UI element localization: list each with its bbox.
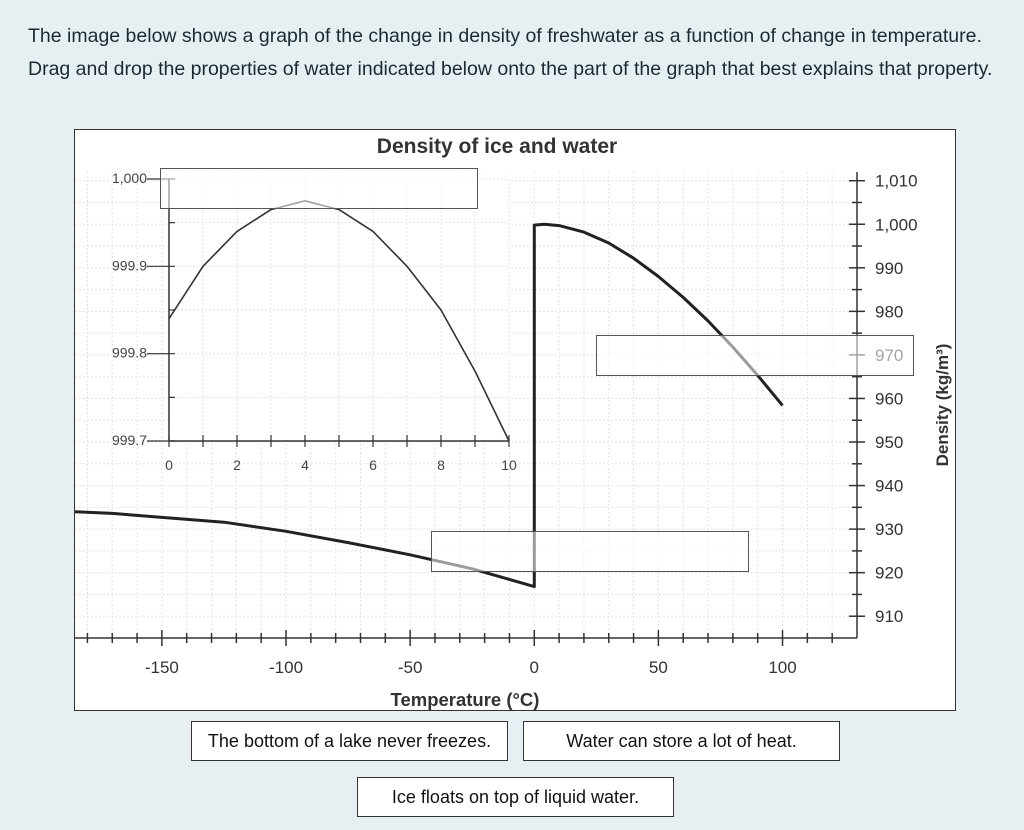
inset-background — [169, 173, 511, 441]
drop-zone-ice-curve[interactable] — [431, 531, 749, 572]
y-tick-label: 940 — [875, 477, 903, 496]
y-tick-label: 960 — [875, 389, 903, 408]
y-tick-label: 950 — [875, 433, 903, 452]
inset-x-tick-label: 6 — [369, 457, 377, 473]
x-tick-label: -50 — [398, 658, 423, 677]
y-tick-label: 1,000 — [875, 215, 918, 234]
inset-x-tick-label: 2 — [233, 457, 241, 473]
x-axis-label: Temperature (°C) — [391, 689, 540, 710]
x-tick-label: 100 — [768, 658, 796, 677]
chart-title: Density of ice and water — [377, 135, 617, 158]
y-tick-label: 1,010 — [875, 172, 918, 191]
density-series-line — [75, 222, 784, 589]
option-store-heat[interactable]: Water can store a lot of heat. — [523, 721, 840, 761]
y-tick-label: 990 — [875, 259, 903, 278]
y-tick-label: 980 — [875, 302, 903, 321]
inset-x-tick-label: 0 — [165, 457, 173, 473]
inset-x-tick-label: 4 — [301, 457, 309, 473]
inset-y-tick-label: 999.8 — [112, 345, 147, 361]
drop-zone-inset-peak[interactable] — [160, 168, 478, 209]
inset-series-line — [168, 200, 510, 442]
y-tick-label: 910 — [875, 607, 903, 626]
question-instructions: The image below shows a graph of the cha… — [28, 25, 993, 80]
inset-x-tick-label: 8 — [437, 457, 445, 473]
drop-zone-liquid-curve[interactable] — [596, 335, 914, 376]
y-tick-label: 920 — [875, 564, 903, 583]
inset-x-tick-label: 10 — [501, 457, 517, 473]
inset-y-tick-label: 999.9 — [112, 257, 147, 273]
density-graph: Density of ice and water -150 -100 -50 0 50 10… — [74, 129, 956, 711]
x-tick-label: 0 — [530, 658, 539, 677]
density-chart: Density of ice and water -150 -100 -50 0 50 10… — [75, 135, 952, 710]
option-ice-floats[interactable]: Ice floats on top of liquid water. — [357, 777, 674, 817]
inset-y-tick-label: 1,000 — [112, 170, 147, 186]
x-tick-label: 50 — [649, 658, 668, 677]
inset-y-tick-label: 999.7 — [112, 432, 147, 448]
option-lake-bottom[interactable]: The bottom of a lake never freezes. — [191, 721, 508, 761]
x-tick-label: -100 — [269, 658, 303, 677]
x-tick-label: -150 — [145, 658, 179, 677]
y-axis-label: Density (kg/m³) — [933, 344, 952, 467]
y-tick-label: 930 — [875, 520, 903, 539]
